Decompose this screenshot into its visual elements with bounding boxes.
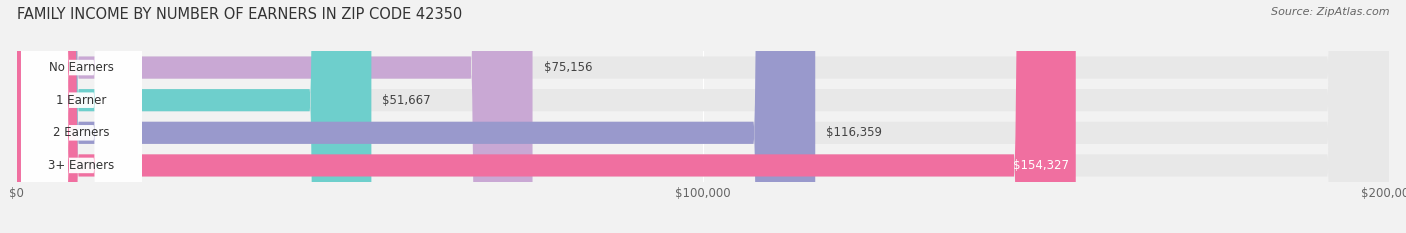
FancyBboxPatch shape [17,0,533,233]
Text: FAMILY INCOME BY NUMBER OF EARNERS IN ZIP CODE 42350: FAMILY INCOME BY NUMBER OF EARNERS IN ZI… [17,7,463,22]
FancyBboxPatch shape [21,0,142,233]
Text: 2 Earners: 2 Earners [53,126,110,139]
FancyBboxPatch shape [17,0,1389,233]
FancyBboxPatch shape [21,0,142,233]
Text: No Earners: No Earners [49,61,114,74]
Text: $75,156: $75,156 [544,61,592,74]
FancyBboxPatch shape [17,0,815,233]
Text: $116,359: $116,359 [827,126,882,139]
FancyBboxPatch shape [21,0,142,233]
FancyBboxPatch shape [17,0,371,233]
Text: Source: ZipAtlas.com: Source: ZipAtlas.com [1271,7,1389,17]
FancyBboxPatch shape [17,0,1076,233]
Text: $154,327: $154,327 [1012,159,1069,172]
Text: 1 Earner: 1 Earner [56,94,107,107]
Text: $51,667: $51,667 [382,94,432,107]
FancyBboxPatch shape [17,0,1389,233]
FancyBboxPatch shape [21,0,142,233]
Text: 3+ Earners: 3+ Earners [48,159,114,172]
FancyBboxPatch shape [17,0,1389,233]
FancyBboxPatch shape [17,0,1389,233]
